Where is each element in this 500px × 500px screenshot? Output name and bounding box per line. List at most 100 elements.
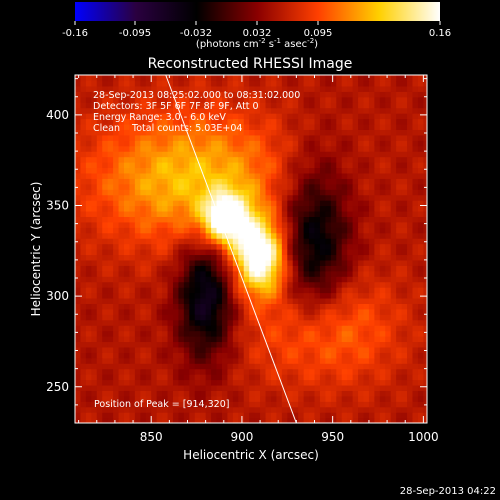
heatmap-cell — [358, 96, 365, 103]
heatmap-cell — [363, 156, 370, 163]
heatmap-cell — [352, 254, 359, 261]
heatmap-cell — [194, 374, 201, 381]
heatmap-cell — [91, 96, 98, 103]
heatmap-cell — [134, 336, 141, 343]
heatmap-cell — [260, 406, 267, 413]
heatmap-cell — [80, 384, 87, 391]
heatmap-cell — [167, 287, 174, 294]
heatmap-cell — [390, 357, 397, 364]
heatmap-cell — [162, 249, 169, 256]
heatmap-cell — [303, 265, 310, 272]
heatmap-cell — [216, 80, 223, 87]
heatmap-cell — [390, 172, 397, 179]
heatmap-cell — [96, 238, 103, 245]
heatmap-cell — [200, 249, 207, 256]
heatmap-cell — [238, 172, 245, 179]
heatmap-cell — [118, 151, 125, 158]
heatmap-cell — [374, 205, 381, 212]
heatmap-cell — [194, 379, 201, 386]
heatmap-cell — [325, 216, 332, 223]
heatmap-cell — [314, 194, 321, 201]
heatmap-cell — [423, 379, 427, 386]
heatmap-cell — [298, 85, 305, 92]
heatmap-cell — [390, 216, 397, 223]
heatmap-cell — [276, 145, 283, 152]
heatmap-cell — [401, 319, 408, 326]
heatmap-cell — [134, 172, 141, 179]
heatmap-cell — [254, 363, 261, 370]
heatmap-cell — [379, 379, 386, 386]
heatmap-cell — [341, 292, 348, 299]
heatmap-cell — [75, 178, 82, 185]
heatmap-cell — [156, 265, 163, 272]
heatmap-cell — [194, 395, 201, 402]
heatmap-cell — [75, 357, 82, 364]
heatmap-cell — [75, 221, 82, 228]
heatmap-cell — [232, 91, 239, 98]
heatmap-cell — [396, 238, 403, 245]
heatmap-cell — [243, 281, 250, 288]
chart-title: Reconstructed RHESSI Image — [148, 56, 353, 72]
heatmap-cell — [276, 254, 283, 261]
heatmap-cell — [390, 336, 397, 343]
heatmap-cell — [352, 270, 359, 277]
heatmap-cell — [102, 113, 109, 120]
heatmap-cell — [287, 227, 294, 234]
heatmap-cell — [330, 162, 337, 169]
heatmap-cell — [151, 80, 158, 87]
heatmap-cell — [118, 107, 125, 114]
heatmap-cell — [260, 276, 267, 283]
heatmap-cell — [96, 129, 103, 136]
heatmap-cell — [309, 183, 316, 190]
heatmap-cell — [363, 96, 370, 103]
heatmap-cell — [417, 96, 424, 103]
heatmap-cell — [221, 357, 229, 364]
heatmap-cell — [232, 194, 239, 201]
heatmap-cell — [200, 91, 207, 98]
heatmap-cell — [194, 194, 201, 201]
heatmap-cell — [401, 140, 408, 147]
heatmap-cell — [249, 357, 256, 364]
heatmap-cell — [298, 352, 305, 359]
heatmap-cell — [205, 167, 212, 174]
heatmap-cell — [407, 374, 414, 381]
heatmap-cell — [129, 221, 136, 228]
heatmap-cell — [178, 412, 185, 419]
heatmap-cell — [172, 401, 180, 408]
heatmap-cell — [303, 281, 310, 288]
heatmap-cell — [330, 297, 337, 304]
annotation-energy: Energy Range: 3.0 - 6.0 keV — [93, 112, 226, 123]
heatmap-cell — [243, 75, 250, 82]
heatmap-cell — [123, 308, 131, 315]
heatmap-cell — [80, 330, 87, 337]
heatmap-cell — [265, 243, 272, 250]
heatmap-cell — [221, 314, 229, 321]
heatmap-cell — [407, 406, 414, 413]
heatmap-cell — [102, 352, 109, 359]
heatmap-cell — [129, 162, 136, 169]
heatmap-cell — [91, 227, 98, 234]
heatmap-cell — [167, 363, 174, 370]
heatmap-cell — [330, 363, 337, 370]
colorbar-tick-label: -0.032 — [180, 28, 212, 39]
heatmap-cell — [156, 325, 163, 332]
heatmap-cell — [254, 145, 261, 152]
heatmap-cell — [205, 297, 212, 304]
heatmap-cell — [249, 346, 256, 353]
heatmap-cell — [189, 221, 196, 228]
heatmap-cell — [129, 134, 136, 141]
heatmap-cell — [336, 363, 343, 370]
heatmap-cell — [113, 205, 120, 212]
heatmap-cell — [341, 75, 348, 82]
heatmap-cell — [102, 259, 109, 266]
heatmap-cell — [145, 205, 152, 212]
heatmap-cell — [113, 113, 120, 120]
heatmap-cell — [423, 210, 427, 217]
heatmap-cell — [107, 75, 114, 82]
heatmap-cell — [172, 221, 180, 228]
heatmap-cell — [238, 303, 245, 310]
heatmap-cell — [276, 102, 283, 109]
heatmap-cell — [412, 210, 419, 217]
heatmap-cell — [156, 80, 163, 87]
heatmap-cell — [319, 417, 326, 423]
